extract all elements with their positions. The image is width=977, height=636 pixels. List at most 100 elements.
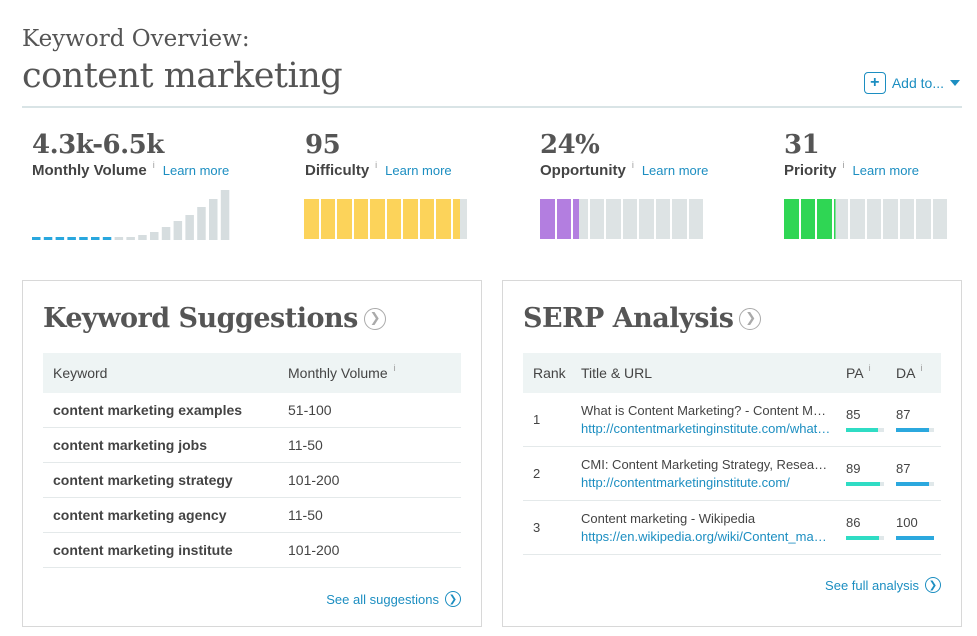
sparkline-bar xyxy=(32,237,41,240)
score-segment xyxy=(436,199,451,239)
title-url-cell: What is Content Marketing? - Content Mar… xyxy=(581,403,846,436)
sparkline-bar xyxy=(150,232,159,240)
suggestions-table: Keyword Monthly Volume i content marketin… xyxy=(43,353,461,568)
score-segment xyxy=(784,199,799,239)
table-row[interactable]: content marketing examples 51-100 xyxy=(43,393,461,428)
keyword-overview-header: Keyword Overview: content marketing + Ad… xyxy=(22,24,962,108)
sparkline-bar xyxy=(79,237,88,240)
see-all-suggestions-link[interactable]: See all suggestions ❯ xyxy=(326,591,461,607)
table-row[interactable]: content marketing institute 101-200 xyxy=(43,533,461,568)
metric-label: Opportunity xyxy=(540,162,626,179)
info-icon[interactable]: i xyxy=(375,160,378,170)
pa-bar xyxy=(846,482,884,486)
result-url-link[interactable]: http://contentmarketinginstitute.com/ xyxy=(581,475,790,490)
table-row[interactable]: content marketing agency 11-50 xyxy=(43,498,461,533)
keyword-suggestions-card: Keyword Suggestions ❯ Keyword Monthly Vo… xyxy=(22,280,482,627)
title-url-cell: Content marketing - Wikipedia https://en.… xyxy=(581,511,846,544)
learn-more-link[interactable]: Learn more xyxy=(385,163,452,178)
sparkline-bar xyxy=(197,207,206,240)
info-icon[interactable]: i xyxy=(868,363,871,373)
chevron-right-circle-icon: ❯ xyxy=(925,577,941,593)
pa-value: 86 xyxy=(846,515,861,530)
sparkline-bar xyxy=(43,237,53,240)
volume-cell: 101-200 xyxy=(288,542,340,558)
info-icon[interactable]: i xyxy=(393,363,396,373)
learn-more-link[interactable]: Learn more xyxy=(162,163,230,178)
col-rank: Rank xyxy=(533,365,566,381)
score-segment xyxy=(866,199,881,239)
keyword-cell[interactable]: content marketing agency xyxy=(53,507,227,523)
score-segment xyxy=(800,199,815,239)
sparkline-bar xyxy=(173,221,183,240)
sparkline-bar xyxy=(67,237,76,240)
keyword-cell[interactable]: content marketing institute xyxy=(53,542,233,558)
chevron-right-circle-icon[interactable]: ❯ xyxy=(363,307,386,330)
sparkline-bar xyxy=(91,237,100,240)
col-monthly-volume: Monthly Volume i xyxy=(288,363,396,381)
score-segment xyxy=(916,199,931,239)
info-icon[interactable]: i xyxy=(842,160,845,170)
metric-value: 31 xyxy=(784,130,820,160)
result-url-link[interactable]: http://contentmarketinginstitute.com/wha… xyxy=(581,421,831,436)
add-to-button[interactable]: + Add to... xyxy=(863,72,960,94)
score-segment xyxy=(304,199,319,239)
da-value: 100 xyxy=(896,515,918,530)
pa-cell: 89 xyxy=(846,461,896,486)
col-pa: PA i xyxy=(846,363,871,381)
caret-down-icon xyxy=(950,80,960,86)
keyword-cell[interactable]: content marketing strategy xyxy=(53,472,233,488)
sparkline-bar xyxy=(209,199,218,240)
chevron-right-circle-icon[interactable]: ❯ xyxy=(739,307,762,330)
metric-monthly-volume: 4.3k-6.5k Monthly Volume i Learn more xyxy=(32,130,229,179)
table-row[interactable]: content marketing strategy 101-200 xyxy=(43,463,461,498)
see-full-analysis-link[interactable]: See full analysis ❯ xyxy=(825,577,941,593)
pa-bar xyxy=(846,536,884,540)
title-url-cell: CMI: Content Marketing Strategy, Researc… xyxy=(581,457,846,490)
table-header: Rank Title & URL PA i DA i xyxy=(523,353,941,393)
score-segment xyxy=(606,199,621,239)
sparkline-bar xyxy=(102,237,112,240)
da-cell: 87 xyxy=(896,407,941,432)
page-subtitle: Keyword Overview: xyxy=(22,26,250,52)
result-url-link[interactable]: https://en.wikipedia.org/wiki/Content_ma… xyxy=(581,529,831,544)
pa-cell: 86 xyxy=(846,515,896,540)
rank-cell: 3 xyxy=(533,520,541,535)
learn-more-link[interactable]: Learn more xyxy=(641,163,709,178)
result-title: Content marketing - Wikipedia xyxy=(581,511,756,526)
opportunity-score-bar xyxy=(540,199,705,239)
serp-analysis-title: SERP Analysis ❯ xyxy=(523,303,762,334)
serp-analysis-card: SERP Analysis ❯ Rank Title & URL PA i DA i… xyxy=(502,280,962,627)
add-to-label: Add to... xyxy=(891,75,944,91)
score-segment xyxy=(540,199,555,239)
score-segment xyxy=(899,199,914,239)
table-header: Keyword Monthly Volume i xyxy=(43,353,461,393)
page-title: content marketing xyxy=(22,56,343,96)
keyword-cell[interactable]: content marketing jobs xyxy=(53,437,208,453)
sparkline-bar xyxy=(126,237,135,240)
score-segment xyxy=(403,199,418,239)
score-segment xyxy=(386,199,401,239)
rank-cell: 2 xyxy=(533,466,541,481)
info-icon[interactable]: i xyxy=(152,160,155,170)
score-segment xyxy=(883,199,898,239)
volume-cell: 101-200 xyxy=(288,472,340,488)
info-icon[interactable]: i xyxy=(920,363,923,373)
sparkline-bar xyxy=(161,227,171,240)
info-icon[interactable]: i xyxy=(631,160,634,170)
table-row[interactable]: content marketing jobs 11-50 xyxy=(43,428,461,463)
keyword-cell[interactable]: content marketing examples xyxy=(53,402,243,418)
metric-label: Priority xyxy=(784,162,837,179)
learn-more-link[interactable]: Learn more xyxy=(852,163,919,178)
pa-value: 89 xyxy=(846,461,861,476)
volume-cell: 11-50 xyxy=(288,437,323,453)
score-segment xyxy=(655,199,670,239)
result-title: What is Content Marketing? - Content Mar… xyxy=(581,403,831,418)
pa-value: 85 xyxy=(846,407,861,422)
serp-table: Rank Title & URL PA i DA i 1 What is Conten… xyxy=(523,353,941,555)
priority-score-bar xyxy=(784,199,949,239)
score-segment xyxy=(370,199,385,239)
metric-label: Monthly Volume xyxy=(32,162,147,179)
col-keyword: Keyword xyxy=(53,365,108,381)
metric-value: 24% xyxy=(540,130,600,160)
metric-difficulty: 95 Difficulty i Learn more xyxy=(305,130,452,179)
